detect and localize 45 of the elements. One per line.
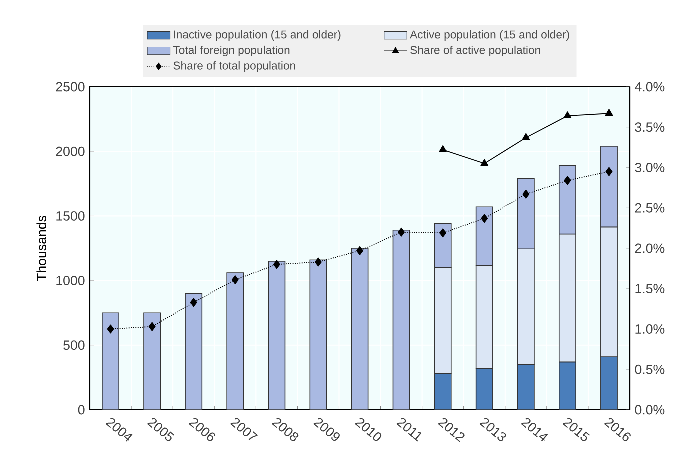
y-tick-label: 500 <box>64 340 85 350</box>
point <box>107 324 114 334</box>
point <box>522 133 530 140</box>
point <box>564 176 572 186</box>
legend-label: Inactive population (15 and older) <box>174 30 341 41</box>
point <box>606 167 613 176</box>
y-tick-label: 2500 <box>56 82 85 92</box>
y2-tick-label: 1.0% <box>636 324 665 334</box>
point <box>148 322 156 332</box>
point <box>190 298 198 308</box>
x-tick-label: 2007 <box>230 418 258 440</box>
legend-label: Share of total population <box>174 61 296 72</box>
point <box>440 228 447 238</box>
legend-label: Active population (15 and older) <box>410 30 570 41</box>
point <box>356 246 364 256</box>
bar <box>310 260 328 410</box>
point <box>398 228 406 237</box>
y2-tick-label: 3.5% <box>635 122 665 132</box>
point <box>480 159 489 166</box>
point <box>564 112 572 119</box>
y2-tick-label: 1.5% <box>636 284 665 294</box>
y-tick-label: 0 <box>78 405 85 415</box>
bar <box>351 248 369 410</box>
bar <box>268 261 286 410</box>
legend-label: Share of active population <box>410 46 540 57</box>
legend-label: Total foreign population <box>173 46 290 57</box>
point <box>273 260 280 270</box>
y-tick-label: 1000 <box>56 276 85 286</box>
y-tick-label: 1500 <box>56 211 85 221</box>
bar <box>185 293 203 410</box>
y2-tick-label: 0.0% <box>635 405 665 415</box>
y2-tick-label: 0.5% <box>635 364 665 374</box>
y-axis-title: Thousands <box>36 216 46 282</box>
y2-tick-label: 3.0% <box>635 163 665 172</box>
bar <box>144 312 162 410</box>
y2-tick-label: 4.0% <box>635 82 665 92</box>
y2-tick-label: 2.5% <box>635 203 665 213</box>
point <box>605 109 614 116</box>
point <box>481 214 488 224</box>
y2-tick-label: 2.0% <box>635 244 665 254</box>
point <box>232 276 239 284</box>
y-tick-label: 2000 <box>56 146 85 156</box>
point <box>315 258 322 267</box>
point <box>439 146 448 152</box>
point <box>522 190 530 199</box>
